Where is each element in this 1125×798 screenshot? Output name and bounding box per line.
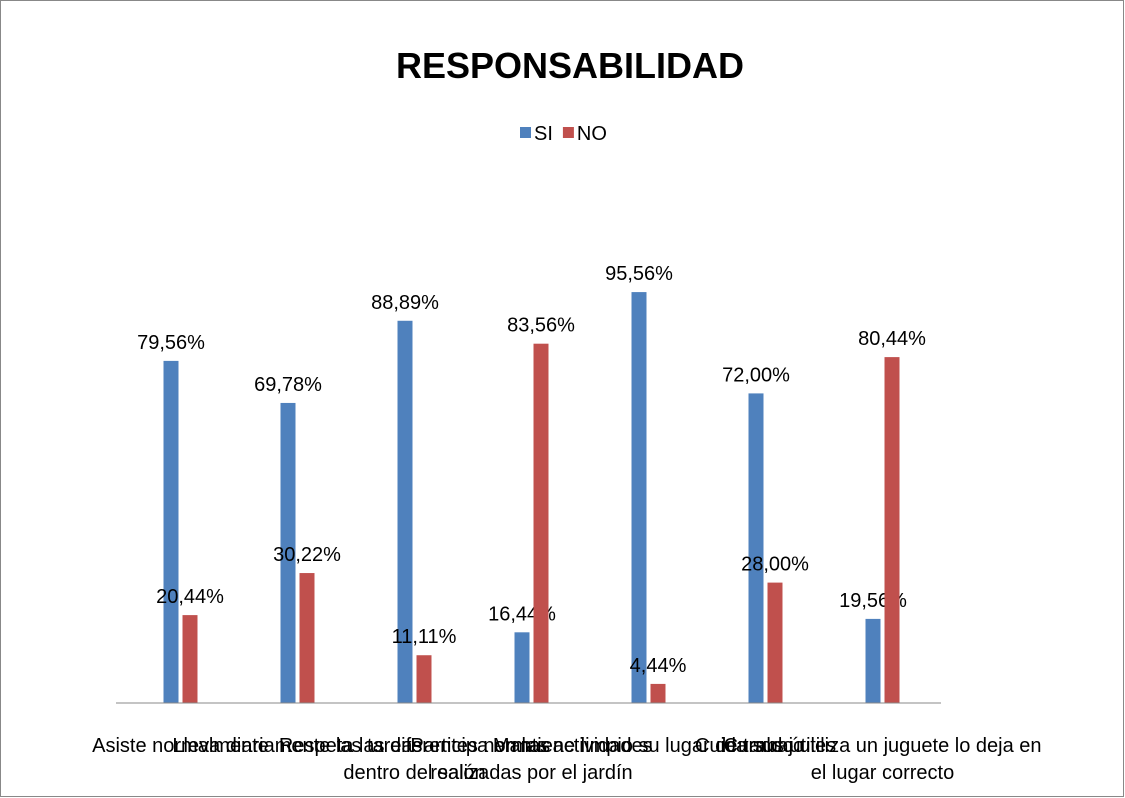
data-label: 11,11%	[392, 626, 457, 648]
x-tick-label-line: Participa en las actividades	[410, 735, 652, 757]
data-label: 79,56%	[137, 332, 205, 354]
bar	[748, 393, 764, 703]
legend-label: NO	[577, 123, 607, 145]
bar	[767, 582, 783, 703]
data-label: 95,56%	[605, 263, 673, 285]
x-tick-label-line: Cuando utiliza un juguete lo deja en	[723, 735, 1041, 757]
bar	[299, 573, 315, 703]
x-tick-label-line: Cuida sus útiles	[695, 735, 836, 757]
x-tick-label-line: realizadas por el jardín	[430, 762, 632, 784]
x-tick-label-line: Asiste normalmente	[92, 735, 269, 757]
bar	[865, 618, 881, 703]
bar	[631, 292, 647, 703]
bar	[280, 402, 296, 703]
data-label: 28,00%	[741, 554, 809, 576]
bar	[514, 632, 530, 703]
data-label: 83,56%	[507, 315, 575, 337]
data-label: 30,22%	[273, 544, 341, 566]
data-label: 80,44%	[858, 328, 926, 350]
bar	[416, 655, 432, 703]
bar	[397, 320, 413, 703]
x-tick-label: Mantiene limpio su lugar de trabajo	[493, 735, 804, 757]
x-tick-label-line: Respeta las diferentes normas	[279, 735, 550, 757]
x-tick-label: Lleva diariamente las tareas	[172, 735, 422, 757]
bar	[163, 360, 179, 703]
data-label: 88,89%	[371, 292, 439, 314]
x-tick-label-line: el lugar correcto	[811, 762, 954, 784]
x-tick-label: Participa en las actividades realizadas p…	[410, 735, 652, 784]
x-tick-label: Asiste normalmente	[92, 735, 269, 757]
x-tick-label: Respeta las diferentes normas dentro del …	[279, 735, 550, 784]
x-tick-label-line: dentro del salón	[343, 762, 485, 784]
x-tick-label: Cuida sus útiles	[695, 735, 836, 757]
data-label: 4,44%	[630, 655, 687, 677]
bar	[182, 615, 198, 703]
x-tick-label: Cuando utiliza un juguete lo deja en el l…	[723, 735, 1041, 784]
chart-title: RESPONSABILIDAD	[396, 45, 744, 86]
data-label: 20,44%	[156, 586, 224, 608]
x-tick-label-line: Lleva diariamente las tareas	[172, 735, 422, 757]
legend-swatch	[562, 127, 574, 138]
bar	[884, 357, 900, 703]
bar	[533, 343, 549, 703]
data-label: 72,00%	[722, 364, 790, 386]
bar	[650, 683, 666, 703]
legend-label: SI	[534, 123, 553, 145]
x-tick-label-line: Mantiene limpio su lugar de trabajo	[493, 735, 804, 757]
legend-swatch	[520, 127, 531, 138]
data-label: 69,78%	[254, 374, 322, 396]
